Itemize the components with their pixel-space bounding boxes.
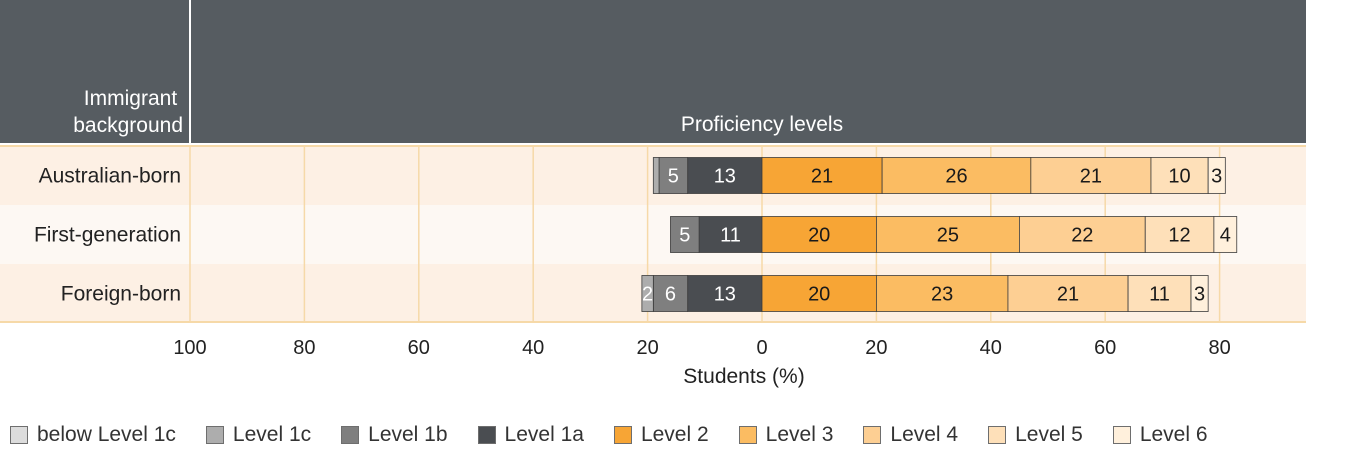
bar-segment: [1030, 157, 1152, 194]
bar-segment: [1213, 216, 1238, 253]
legend-label: Level 2: [640, 423, 709, 446]
data-label: 21: [1057, 284, 1079, 306]
legend-label: Level 1b: [368, 423, 448, 446]
legend-item: Level 1b: [341, 423, 448, 447]
legend-item: below Level 1c: [10, 423, 176, 447]
data-label: 25: [937, 225, 959, 247]
data-label: 3: [1211, 166, 1222, 188]
bar-segment: [1190, 275, 1209, 312]
bar-segment: [1144, 216, 1215, 253]
legend-label: below Level 1c: [37, 423, 176, 446]
legend-swatch: [1112, 426, 1131, 444]
header-title: Proficiency levels: [681, 113, 843, 136]
data-label: 6: [665, 284, 676, 306]
legend-item: Level 4: [863, 423, 958, 447]
x-tick-label: 80: [293, 337, 315, 359]
legend-item: Level 1a: [477, 423, 584, 447]
proficiency-chart: Immigrant background Proficiency levels …: [0, 0, 1306, 388]
legend-label: Level 3: [765, 423, 834, 446]
bar-segment: [761, 275, 877, 312]
data-label: 22: [1071, 225, 1093, 247]
bar-segment: [1127, 275, 1192, 312]
bar-segment: [670, 216, 700, 253]
data-label: 11: [1149, 284, 1170, 306]
bar-segment: [876, 216, 1020, 253]
bar-segment: [1019, 216, 1146, 253]
legend-item: Level 3: [738, 423, 834, 447]
bar-segment: [698, 216, 763, 253]
data-label: 23: [931, 284, 953, 306]
header-row-label: Immigrant background: [73, 87, 183, 137]
legend-label: Level 1c: [232, 423, 312, 446]
row-labels: Australian-born First-generation Foreign-b…: [34, 165, 181, 306]
bar-segment: [658, 157, 689, 194]
x-tick-label: 100: [173, 337, 206, 359]
row-label: First-generation: [34, 224, 181, 247]
legend-item: Level 2: [613, 423, 709, 447]
bars: 13 5 21 26 21 10 3 11 5 20 25 22 12 4 13 62 20 23 21 11 3: [641, 157, 1238, 312]
data-label: 20: [808, 284, 830, 306]
x-axis-ticks: 100 80 60 40 20 0 20 40 60 80: [173, 337, 1230, 359]
legend-swatch: [863, 426, 882, 444]
data-label: 4: [1220, 225, 1231, 247]
data-label: 20: [808, 225, 830, 247]
x-tick-label: 20: [636, 337, 658, 359]
bar-segment: [641, 275, 654, 312]
data-label: 5: [679, 225, 690, 247]
legend-swatch: [10, 426, 28, 444]
legend-label: Level 4: [890, 423, 959, 446]
bar-segment: [881, 157, 1032, 194]
bar-segment: [761, 216, 877, 253]
x-tick-label: 40: [522, 337, 544, 359]
legend-swatch: [205, 426, 224, 444]
legend-item: Level 1c: [205, 423, 312, 447]
legend-label: Level 6: [1139, 423, 1208, 446]
legend-swatch: [988, 426, 1007, 444]
x-tick-label: 40: [980, 337, 1002, 359]
x-axis-label: Students (%): [683, 365, 804, 388]
legend-swatch: [341, 426, 360, 444]
x-tick-label: 60: [408, 337, 430, 359]
header-row-label-line-1: Immigrant: [84, 87, 178, 110]
legend-swatch: [613, 426, 632, 444]
legend-item: Level 6: [1112, 423, 1208, 447]
data-label: 10: [1168, 166, 1190, 188]
bar-segment: [761, 157, 883, 194]
x-tick-label: 0: [756, 337, 767, 359]
x-tick-label: 60: [1094, 337, 1116, 359]
x-tick-label: 80: [1208, 337, 1230, 359]
bar-segment: [652, 275, 689, 312]
legend-label: Level 5: [1015, 423, 1083, 446]
legend-label: Level 1a: [504, 423, 584, 446]
legend-swatch: [477, 426, 496, 444]
bar-segment: [687, 275, 763, 312]
header-band: [0, 0, 1306, 143]
data-label: 13: [714, 166, 736, 188]
x-tick-label: 20: [865, 337, 887, 359]
data-label: 21: [811, 166, 833, 188]
header-row-label-line-2: background: [73, 114, 183, 137]
bar-segment: [876, 275, 1009, 312]
data-label: 12: [1168, 225, 1190, 247]
legend: below Level 1c Level 1c Level 1b Level 1a Le…: [10, 422, 1208, 448]
row-label: Foreign-born: [61, 283, 181, 306]
data-label: 2: [642, 284, 653, 306]
bar-segment: [1207, 157, 1226, 194]
row-label: Australian-born: [39, 165, 181, 188]
data-label: 13: [714, 284, 736, 306]
data-label: 3: [1194, 284, 1205, 306]
legend-item: Level 5: [988, 423, 1083, 447]
data-label: 11: [720, 225, 741, 247]
data-label: 26: [945, 166, 967, 188]
data-label: 21: [1080, 166, 1102, 188]
legend-swatch: [738, 426, 757, 444]
bar-segment: [652, 157, 660, 194]
bar-segment: [1007, 275, 1129, 312]
data-label: 5: [668, 166, 679, 188]
